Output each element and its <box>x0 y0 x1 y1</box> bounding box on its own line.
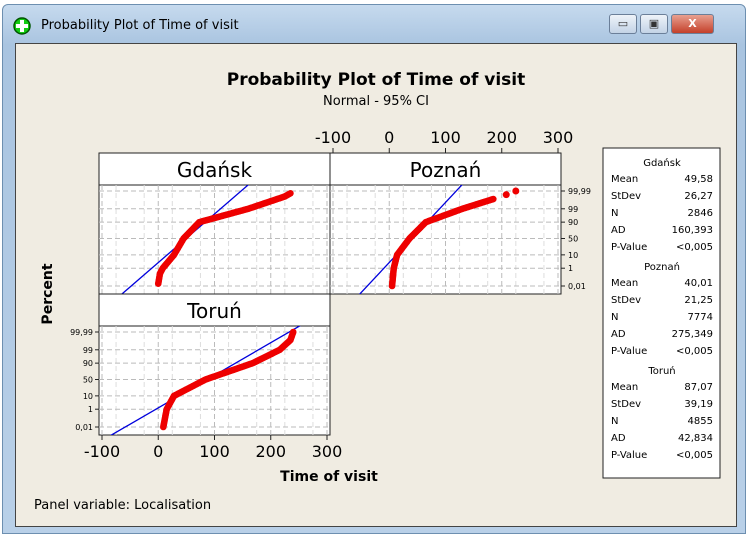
minitab-app-icon <box>13 17 31 35</box>
panel-variable-footer: Panel variable: Localisation <box>34 498 211 513</box>
x-tick-label-bottom: 200 <box>255 442 286 461</box>
y-tick-label: 99,99 <box>70 328 93 337</box>
stats-label: Mean <box>611 278 638 289</box>
y-axis-label: Percent <box>40 263 56 324</box>
stats-label: Mean <box>611 382 638 393</box>
x-tick-label-bottom: 100 <box>199 442 230 461</box>
minimize-button[interactable]: ▭ <box>609 14 637 34</box>
window-title: Probability Plot of Time of visit <box>41 18 239 33</box>
minimize-icon: ▭ <box>617 17 629 30</box>
x-tick-label-top: 100 <box>430 128 461 147</box>
data-point <box>287 189 294 197</box>
panel-header <box>98 293 331 327</box>
stats-label: P-Value <box>611 242 647 253</box>
close-button[interactable]: X <box>671 14 714 34</box>
stats-value: 42,834 <box>678 433 713 444</box>
stats-value: 40,01 <box>684 278 713 289</box>
chart-title: Probability Plot of Time of visit <box>227 70 526 90</box>
stats-label: N <box>611 312 618 323</box>
stats-group-title: Gdańsk <box>643 157 681 169</box>
y-tick-label: 50 <box>83 376 93 385</box>
stats-label: StDev <box>611 399 641 410</box>
panel-header <box>98 152 331 186</box>
stats-value: 160,393 <box>672 225 713 236</box>
stats-value: 4855 <box>688 416 713 427</box>
stats-value: 26,27 <box>684 191 713 202</box>
x-tick-label-top: -100 <box>315 128 351 147</box>
app-window: Probability Plot of Time of visit ▭ ▣ X … <box>2 4 746 534</box>
stats-value: <0,005 <box>676 450 713 461</box>
chart-subtitle: Normal - 95% CI <box>323 94 429 109</box>
stats-value: 2846 <box>688 208 713 219</box>
outlier-point <box>512 187 520 195</box>
y-tick-label: 99,99 <box>568 187 591 196</box>
stats-label: N <box>611 416 618 427</box>
panel-title-0: Gdańsk <box>177 158 253 182</box>
stats-value: <0,005 <box>676 346 713 357</box>
stats-value: 39,19 <box>684 399 713 410</box>
x-tick-label-top: 0 <box>384 128 394 147</box>
y-tick-label: 50 <box>568 235 578 244</box>
stats-group-title: Toruń <box>647 365 675 377</box>
stats-value: 49,58 <box>684 174 713 185</box>
y-tick-label: 0,01 <box>75 423 93 432</box>
stats-label: AD <box>611 329 626 340</box>
x-tick-label-bottom: 0 <box>153 442 163 461</box>
stats-value: <0,005 <box>676 242 713 253</box>
data-point <box>490 195 497 203</box>
stats-label: StDev <box>611 295 641 306</box>
stats-label: AD <box>611 433 626 444</box>
y-tick-label: 99 <box>83 346 93 355</box>
x-tick-label-top: 200 <box>486 128 517 147</box>
stats-value: 275,349 <box>672 329 713 340</box>
y-tick-label: 0,01 <box>568 282 586 291</box>
stats-label: Mean <box>611 174 638 185</box>
graph-area: Probability Plot of Time of visit Normal … <box>15 43 737 527</box>
x-axis-label: Time of visit <box>280 469 378 485</box>
stats-label: P-Value <box>611 346 647 357</box>
y-tick-label: 90 <box>568 218 578 227</box>
maximize-icon: ▣ <box>648 17 660 30</box>
maximize-button[interactable]: ▣ <box>640 14 668 34</box>
outlier-point <box>502 191 510 199</box>
data-point <box>289 328 297 336</box>
y-tick-label: 10 <box>83 392 93 401</box>
stats-value: 87,07 <box>684 382 713 393</box>
y-tick-label: 10 <box>568 251 578 260</box>
x-tick-label-bottom: -100 <box>84 442 120 461</box>
stats-label: P-Value <box>611 450 647 461</box>
y-tick-label: 1 <box>88 405 93 414</box>
y-tick-label: 99 <box>568 205 578 214</box>
x-tick-label-bottom: 300 <box>312 442 343 461</box>
probability-plot: Probability Plot of Time of visit Normal … <box>34 70 721 513</box>
stats-value: 7774 <box>688 312 713 323</box>
panel-title-1: Poznań <box>410 158 482 182</box>
stats-label: AD <box>611 225 626 236</box>
panel-title-2: Toruń <box>186 299 242 323</box>
statistics-table <box>602 147 721 479</box>
stats-label: StDev <box>611 191 641 202</box>
y-tick-label: 90 <box>83 359 93 368</box>
y-tick-label: 1 <box>568 264 573 273</box>
stats-value: 21,25 <box>684 295 713 306</box>
stats-group-title: Poznań <box>644 261 680 273</box>
stats-label: N <box>611 208 618 219</box>
x-tick-label-top: 300 <box>543 128 574 147</box>
